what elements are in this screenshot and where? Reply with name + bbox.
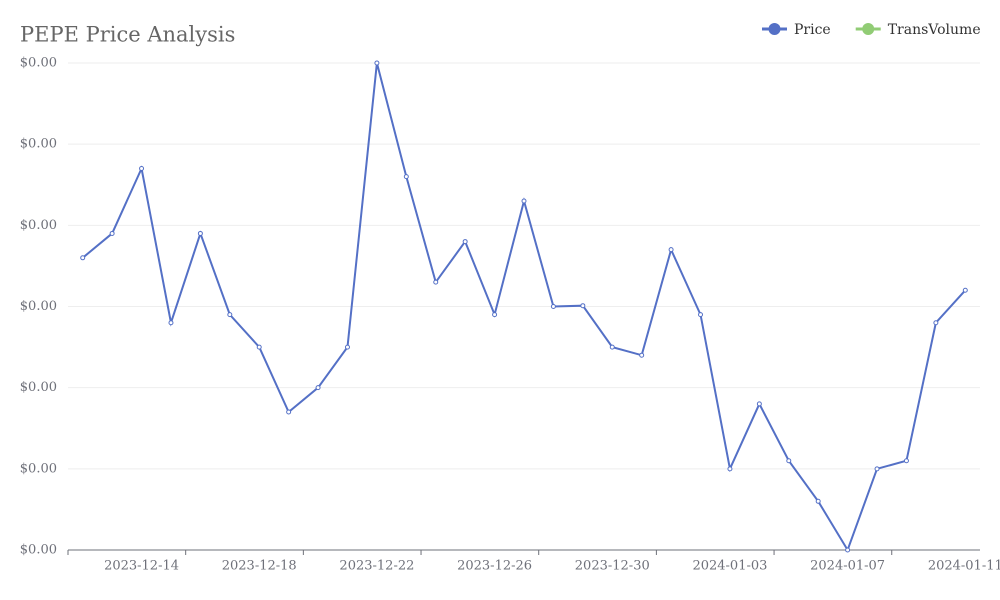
point (521, 198, 527, 204)
point (903, 458, 909, 464)
point (492, 312, 498, 318)
y-tick-label: $0.00 (20, 380, 57, 395)
point (756, 401, 762, 407)
x-tick-label: 2023-12-14 (104, 559, 179, 574)
point (550, 304, 556, 309)
legend-label: Price (794, 22, 831, 38)
point (786, 458, 792, 464)
legend-icon (862, 23, 875, 35)
point (580, 303, 586, 309)
point (168, 320, 174, 326)
x-tick-label: 2023-12-30 (575, 559, 650, 574)
point (698, 312, 704, 318)
legend-icon (768, 23, 781, 35)
point (197, 230, 203, 236)
point (256, 344, 262, 350)
point (227, 312, 233, 318)
point (874, 466, 880, 472)
x-tick-label: 2024-01-07 (810, 559, 885, 574)
point (139, 166, 145, 172)
x-tick-label: 2024-01-03 (692, 559, 767, 574)
y-tick-label: $0.00 (20, 299, 57, 314)
y-tick-label: $0.00 (20, 137, 57, 152)
point (109, 230, 115, 236)
x-tick-label: 2023-12-22 (339, 559, 414, 574)
point (80, 255, 86, 261)
point (344, 344, 350, 350)
x-tick-label: 2023-12-18 (222, 559, 297, 574)
point (462, 239, 468, 245)
point (933, 320, 939, 326)
point (403, 174, 409, 180)
point (609, 344, 615, 350)
y-tick-label: $0.00 (20, 543, 57, 558)
y-tick-label: $0.00 (20, 461, 57, 476)
point (815, 498, 821, 504)
y-tick-label: $0.00 (20, 218, 57, 233)
point (374, 60, 380, 66)
point (962, 287, 968, 293)
point (845, 547, 851, 553)
point (668, 247, 674, 253)
point (639, 352, 645, 358)
y-tick-label: $0.00 (20, 56, 57, 71)
x-tick-label: 2023-12-26 (457, 559, 532, 574)
point (727, 466, 733, 472)
x-tick-label: 2024-01-11 (928, 559, 1000, 574)
point (286, 409, 292, 415)
point (315, 385, 321, 391)
legend-label: TransVolume (888, 22, 981, 38)
chart-title: PEPE Price Analysis (20, 23, 235, 47)
point (433, 279, 439, 285)
